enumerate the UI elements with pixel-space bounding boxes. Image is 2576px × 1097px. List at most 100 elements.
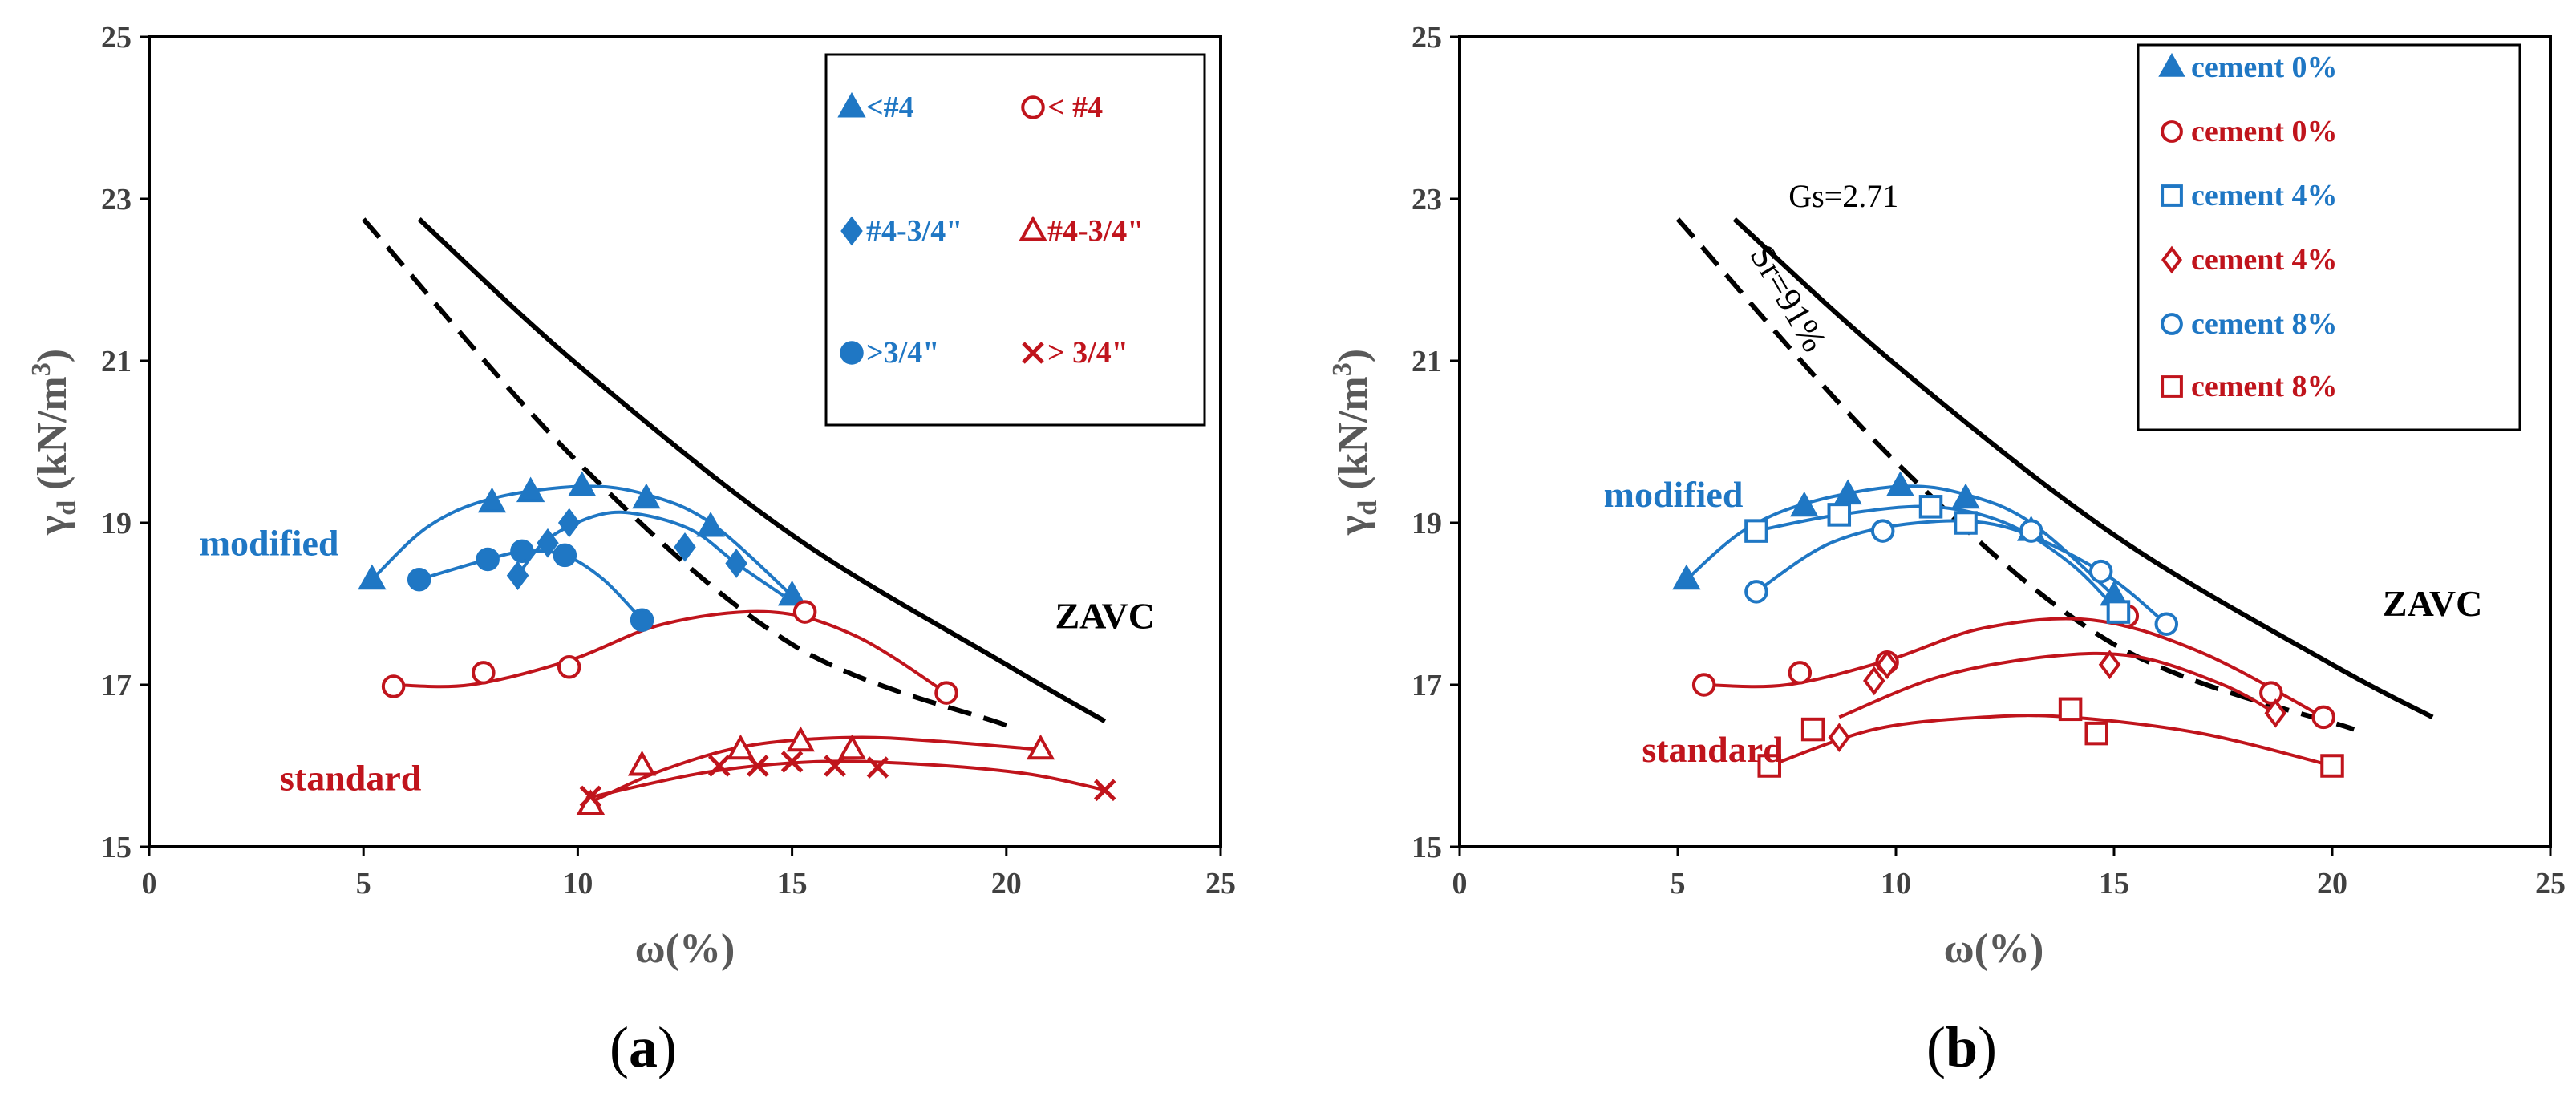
- panel-a-series-6-point: [579, 785, 602, 808]
- panel-a-legend-box: [824, 53, 1206, 427]
- panel-a-y-tick-label: 19: [101, 507, 132, 540]
- panel-a-annotation-modified: modified: [200, 522, 339, 563]
- panel-b-series-6-point: [2320, 754, 2344, 778]
- panel-a-sr-line: [361, 217, 1007, 728]
- panel-a-series-2-point: [506, 561, 529, 590]
- panel-a-series-4-curve: [393, 609, 948, 694]
- panel-b-zavc-line: [1732, 217, 2434, 720]
- panel-b-series-6-point: [1757, 754, 1781, 778]
- panel-b-plot-area: [1458, 35, 2552, 848]
- panel-b-series-1-point: [1790, 491, 1819, 517]
- panel-b-series-3-point: [1918, 495, 1943, 519]
- panel-b-series-3-point: [1744, 519, 1768, 543]
- panel-a-series-1-point: [696, 511, 725, 537]
- panel-a-legend-marker-3: [840, 341, 864, 365]
- panel-a-x-tick-label: 0: [142, 867, 157, 901]
- panel-b-legend-marker-1: [2158, 52, 2185, 77]
- panel-a-series-6-point: [780, 751, 804, 773]
- panel-b-series-5-point: [2088, 559, 2113, 584]
- panel-a-series-4-point: [557, 655, 581, 679]
- panel-a-x-tick-label: 25: [1205, 867, 1236, 901]
- panel-b-legend-marker-4: [2161, 245, 2182, 274]
- panel-a-series-3-point: [630, 608, 654, 632]
- panel-b-annotation-standard: standard: [1642, 729, 1784, 770]
- panel-b-legend-marker-5: [2161, 313, 2183, 335]
- panel-a-legend-label-4: < #4: [1047, 91, 1103, 124]
- panel-a-series-4-point: [472, 661, 496, 685]
- panel-b-series-2-point: [2311, 705, 2335, 730]
- panel-a-y-tick-label: 15: [101, 831, 132, 864]
- panel-b-y-tick-label: 21: [1412, 345, 1442, 378]
- panel-a-series-1-curve: [371, 484, 793, 597]
- panel-a-series-2-point: [537, 528, 559, 558]
- panel-b-sr-line: [1675, 217, 2355, 732]
- panel-b-series-6-point: [2084, 721, 2108, 746]
- panel-b-series-2-point: [2259, 681, 2283, 705]
- panel-a-series-4-point: [381, 674, 406, 698]
- panel-a-annotation-zavc: ZAVC: [1055, 595, 1155, 636]
- panel-b-x-tick-label: 20: [2317, 867, 2347, 901]
- panel-b-legend-label-2: cement 0%: [2191, 115, 2338, 148]
- panel-b-x-axis-label: ω(%): [1944, 926, 2044, 972]
- panel-b-legend-marker-3: [2161, 184, 2183, 207]
- panel-a-ticks: 0 5 10 15 20 25 15 17 19 21 23 25: [101, 21, 1236, 901]
- panel-b-series-1-point: [1672, 564, 1701, 590]
- panel-a-series-4-point: [792, 600, 817, 624]
- panel-a-label: (a): [610, 1015, 677, 1079]
- panel-a-series-5-point: [726, 734, 755, 760]
- panel-a-series-2-point: [674, 532, 696, 562]
- panel-b-series-3-point: [1954, 511, 1978, 535]
- panel-a-legend-label-5: #4-3/4": [1047, 214, 1144, 248]
- panel-a-series-5-point: [837, 734, 867, 760]
- panel-b-series-4-curve: [1838, 651, 2277, 719]
- panel-b-series-6-point: [2058, 697, 2083, 722]
- panel-b-series-2-point: [1788, 661, 1813, 685]
- panel-b-series-3-curve: [1756, 504, 2120, 613]
- panel-b-ticks: 0 5 10 15 20 25 15 17 19 21 23 25: [1412, 21, 2566, 901]
- panel-b-series-2-point: [1691, 673, 1716, 697]
- panel-a-series-5-point: [627, 750, 657, 776]
- panel-a-series-3-point: [553, 543, 577, 568]
- panel-b-series-5-point: [2154, 612, 2179, 636]
- panel-b-legend-label-4: cement 4%: [2191, 243, 2338, 277]
- panel-b-x-tick-label: 5: [1671, 867, 1686, 901]
- panel-a-series-3-point: [476, 547, 500, 572]
- panel-b-y-tick-label: 25: [1412, 21, 1442, 55]
- panel-a-series-1-point: [516, 476, 545, 503]
- panel-b-x-tick-label: 25: [2535, 867, 2566, 901]
- panel-b-legend: cement 0% cement 0% cement 4% cement 4% ceme…: [2158, 51, 2338, 403]
- panel-a-series-2-point: [725, 548, 747, 578]
- panel-a-x-tick-label: 15: [777, 867, 808, 901]
- panel-a-x-tick-label: 10: [562, 867, 593, 901]
- panel-b-annotation-modified: modified: [1604, 474, 1744, 515]
- panel-a-legend-marker-2: [840, 216, 863, 246]
- panel-b-series-5-point: [1744, 580, 1768, 604]
- panel-b-legend-marker-2: [2161, 120, 2183, 143]
- panel-b-x-tick-label: 10: [1881, 867, 1911, 901]
- panel-a-y-tick-label: 21: [101, 345, 132, 378]
- panel-a-series-5-point: [786, 726, 815, 752]
- panel-b-series-6-curve: [1768, 714, 2333, 767]
- panel-b-series-4-point: [1863, 666, 1885, 696]
- panel-a-series-6-point: [1093, 779, 1116, 802]
- panel-a-y-tick-label: 25: [101, 21, 132, 55]
- panel-b-series-4-point: [2264, 698, 2287, 728]
- panel-a-x-tick-label: 20: [991, 867, 1022, 901]
- panel-a-series-2-point: [557, 508, 581, 538]
- panel-a-y-tick-label: 23: [101, 183, 132, 217]
- panel-b-markers: [1672, 471, 2344, 778]
- panel-a-legend-marker-5: [1019, 215, 1047, 241]
- panel-b-series-4-point: [1828, 723, 1851, 752]
- panel-a-chart: 0 5 10 15 20 25 15 17 19 21 23 25 modified standard Z…: [26, 21, 1236, 1079]
- panel-a-series-1-point: [568, 471, 597, 497]
- panel-b-y-tick-label: 19: [1412, 507, 1442, 540]
- panel-a-series-3-curve: [419, 548, 644, 621]
- panel-b-series-3-point: [2106, 600, 2131, 624]
- panel-b-legend-box: [2137, 43, 2521, 431]
- panel-b-x-tick-label: 15: [2099, 867, 2129, 901]
- panel-a-annotation-standard: standard: [280, 757, 422, 798]
- panel-b-annotation-gs-2-71: Gs=2.71: [1788, 178, 1898, 214]
- panel-a-series-5-point: [1026, 734, 1055, 760]
- panel-b-annotation-zavc: ZAVC: [2383, 583, 2482, 624]
- panel-b-legend-label-6: cement 8%: [2191, 370, 2338, 403]
